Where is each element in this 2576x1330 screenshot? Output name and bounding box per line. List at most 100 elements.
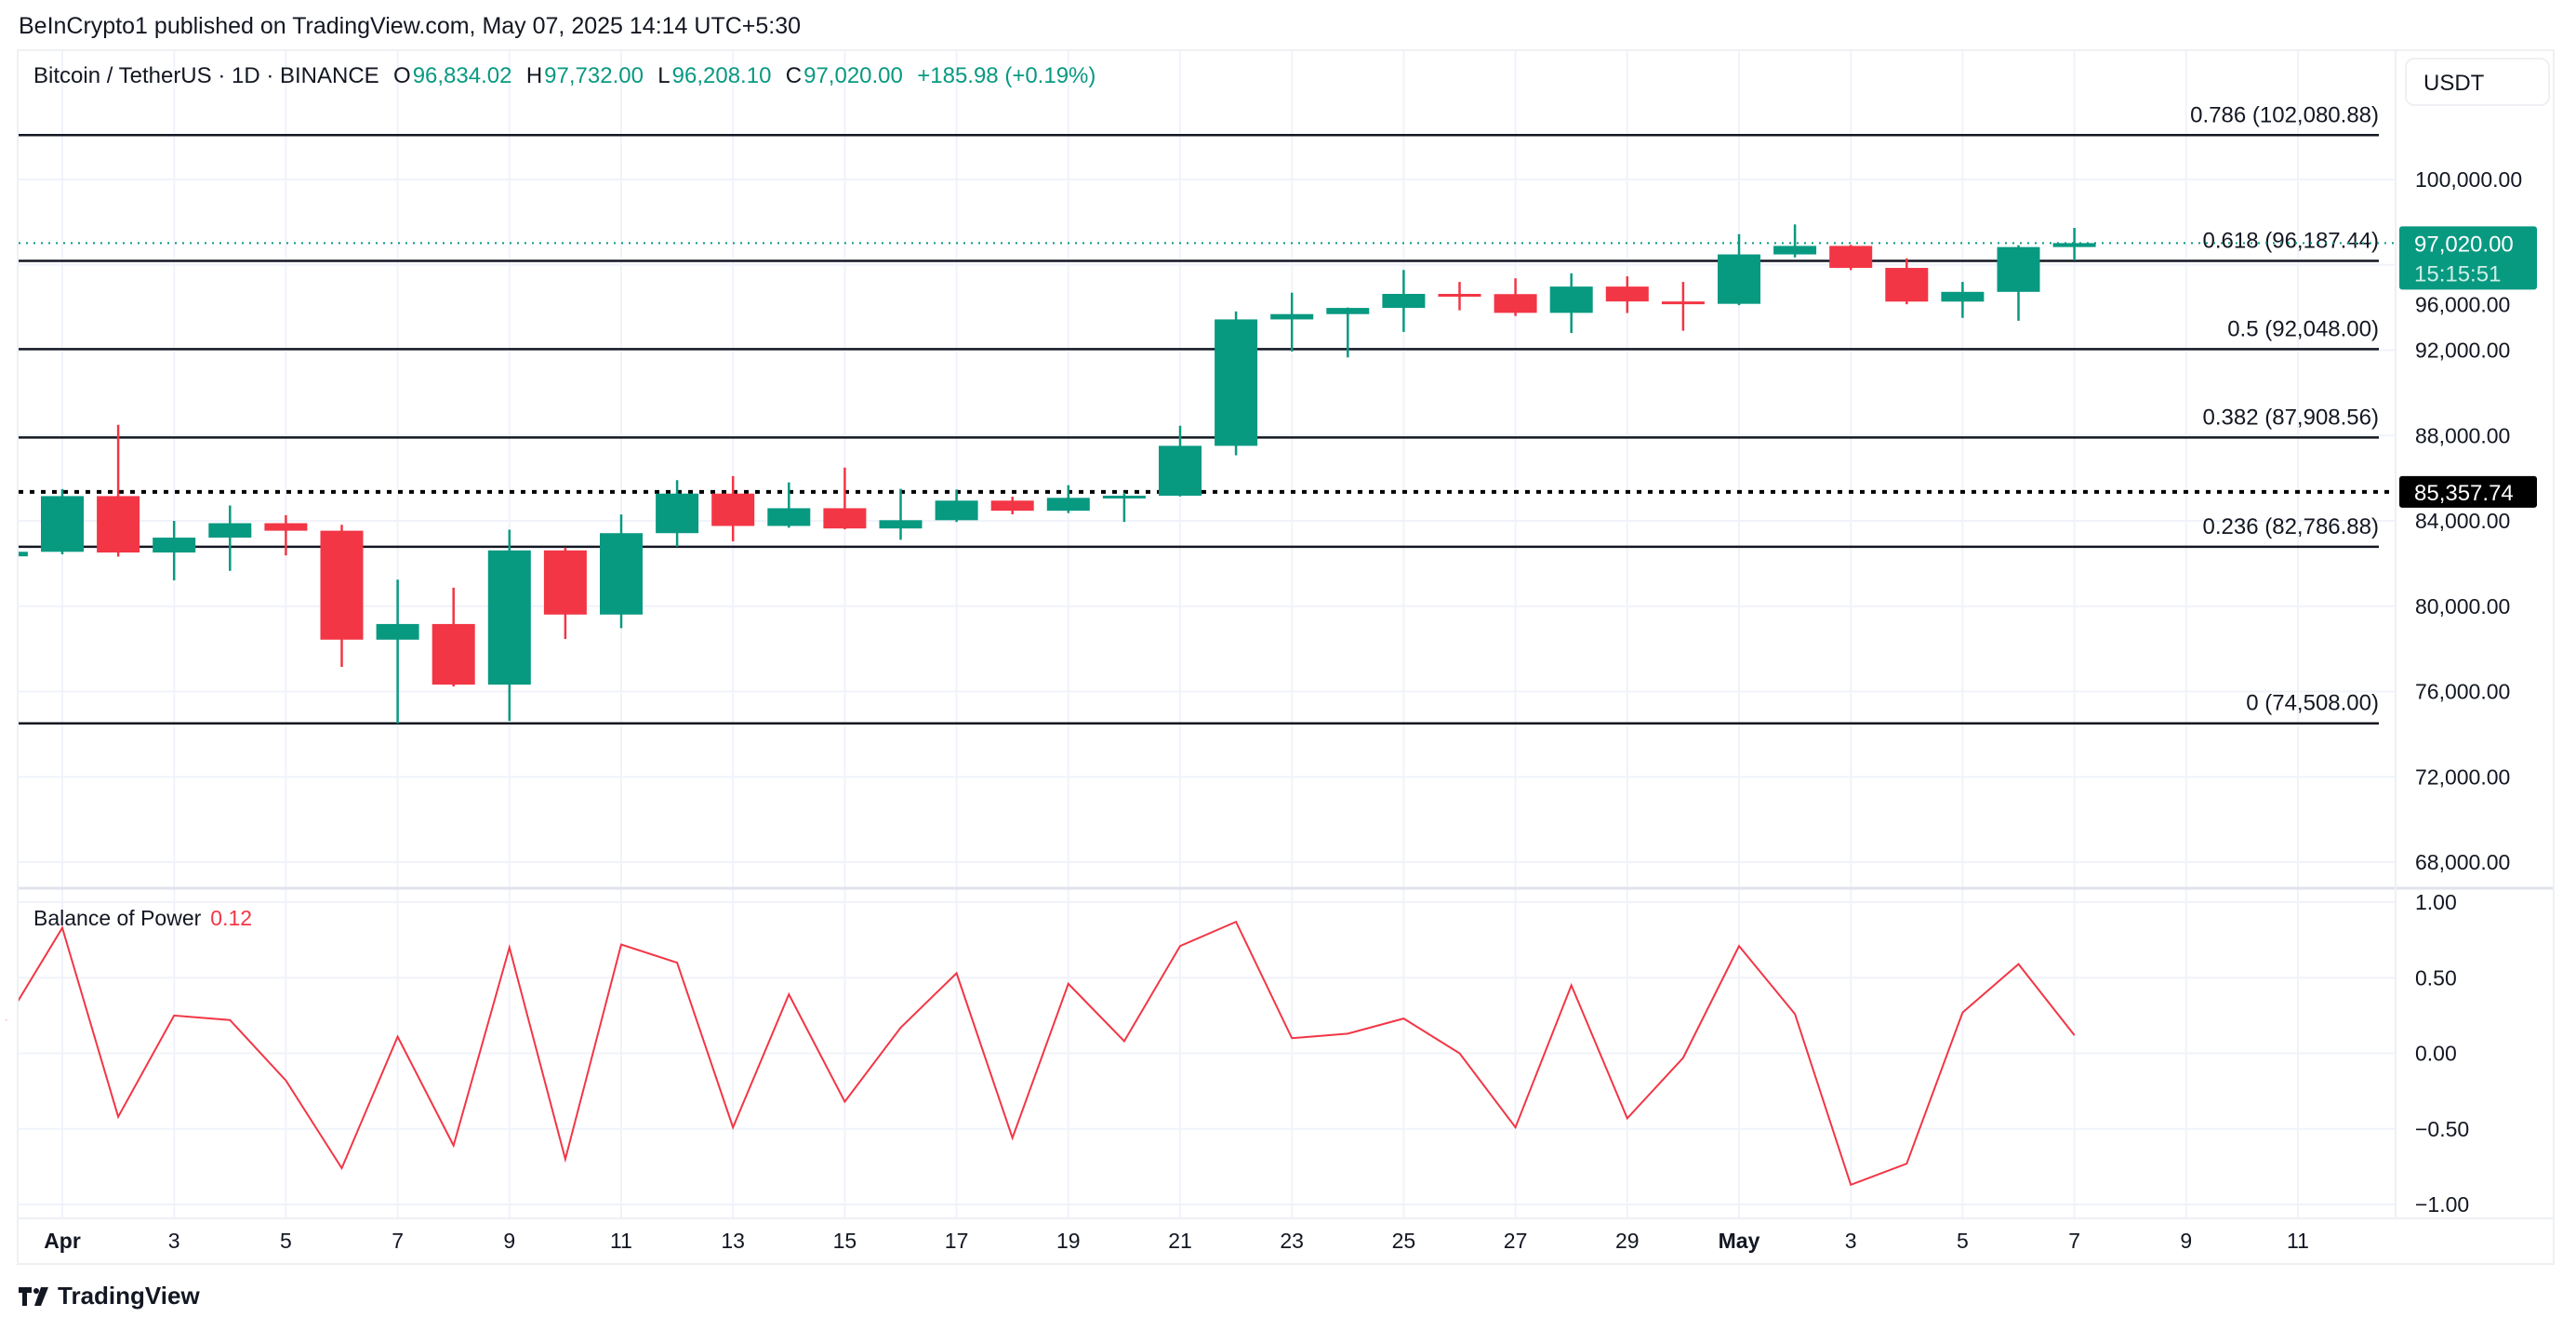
bop-point: [1794, 1013, 1796, 1015]
time-axis-label: 11: [2287, 1229, 2309, 1253]
bop-point: [285, 1080, 286, 1082]
bop-point: [397, 1036, 399, 1038]
price-axis-label: 80,000.00: [2415, 594, 2510, 618]
candle-body[interactable]: [990, 500, 1034, 512]
bop-axis-label: −1.00: [2415, 1192, 2469, 1217]
bop-point: [620, 944, 622, 945]
candle-body[interactable]: [1885, 268, 1929, 302]
candle-body[interactable]: [1382, 293, 1426, 309]
price-axis-label: 68,000.00: [2415, 850, 2510, 874]
candle-body[interactable]: [1829, 246, 1873, 269]
time-axis-label: 7: [392, 1229, 404, 1253]
bop-point: [1012, 1137, 1014, 1138]
time-axis-label: 5: [280, 1229, 292, 1253]
candle-body[interactable]: [767, 508, 811, 526]
candle-body[interactable]: [1997, 246, 2040, 292]
candle-body[interactable]: [1102, 495, 1146, 499]
candle-body[interactable]: [264, 523, 308, 531]
bop-point: [1123, 1041, 1125, 1042]
fib-level-label: 0 (74,508.00): [2246, 691, 2379, 716]
publish-info: BeInCrypto1 published on TradingView.com…: [19, 13, 802, 39]
price-axis-label: 72,000.00: [2415, 765, 2510, 789]
bop-point: [1961, 1012, 1963, 1014]
bop-axis-label: 0.00: [2415, 1042, 2457, 1066]
candle-body[interactable]: [1549, 286, 1593, 313]
marked-level-badge: [2399, 475, 2537, 508]
candle-body[interactable]: [320, 530, 364, 640]
bop-line[interactable]: [7, 920, 2076, 1187]
fib-level-label: 0.236 (82,786.88): [2203, 514, 2379, 539]
candle-body[interactable]: [1605, 286, 1649, 302]
bop-point: [117, 1116, 119, 1118]
bop-point: [956, 972, 958, 974]
candle-body[interactable]: [97, 496, 140, 553]
open-label: O: [393, 63, 411, 88]
time-axis-label: 5: [1957, 1229, 1969, 1253]
marked-level-label: 85,357.74: [2414, 481, 2514, 506]
candle-body[interactable]: [656, 493, 699, 534]
candle-body[interactable]: [1326, 308, 1370, 314]
time-axis-label: 7: [2068, 1229, 2080, 1253]
candle-body[interactable]: [1215, 319, 1258, 446]
candle-body[interactable]: [711, 493, 755, 526]
close-label: C: [785, 63, 803, 88]
time-axis-label: 3: [1845, 1229, 1857, 1253]
bop-point: [1291, 1037, 1293, 1039]
candle-body[interactable]: [153, 538, 196, 553]
candle-body[interactable]: [1941, 291, 1985, 302]
time-axis-label: 19: [1056, 1229, 1081, 1253]
low-label: L: [657, 63, 671, 88]
candle-body[interactable]: [1438, 293, 1481, 297]
candle-body[interactable]: [1494, 294, 1537, 313]
candle-body[interactable]: [1773, 246, 1817, 255]
last-price-badge: [2399, 226, 2537, 290]
candle-body[interactable]: [0, 552, 28, 557]
time-axis-label: Apr: [44, 1229, 81, 1253]
candle-body[interactable]: [2052, 243, 2096, 247]
bop-point: [1068, 983, 1069, 985]
bop-point: [676, 962, 678, 964]
candle-body[interactable]: [1661, 301, 1705, 305]
candle-body[interactable]: [600, 533, 643, 615]
bar-countdown: 15:15:51: [2414, 261, 2501, 286]
time-axis-label: 27: [1504, 1229, 1528, 1253]
bop-point: [229, 1019, 231, 1021]
candle-body[interactable]: [487, 550, 531, 685]
bop-point: [61, 927, 63, 929]
brand-name: TradingView: [58, 1282, 200, 1310]
candle-body[interactable]: [41, 496, 84, 552]
candle-body[interactable]: [432, 623, 475, 685]
fib-level-label: 0.382 (87,908.56): [2203, 405, 2379, 430]
time-axis-label: 13: [721, 1229, 745, 1253]
candle-body[interactable]: [543, 550, 587, 615]
candle-body[interactable]: [823, 508, 867, 529]
currency-button[interactable]: USDT: [2405, 58, 2550, 106]
candle-body[interactable]: [1270, 313, 1314, 320]
high-value: 97,732.00: [544, 63, 644, 88]
candle-body[interactable]: [1046, 498, 1090, 512]
bop-point: [509, 947, 511, 949]
candle-body[interactable]: [879, 520, 923, 529]
candle-body[interactable]: [1718, 254, 1760, 304]
time-axis-label: 23: [1280, 1229, 1304, 1253]
tradingview-logo[interactable]: TradingView: [19, 1282, 200, 1310]
fib-level-label: 0.618 (96,187.44): [2203, 228, 2379, 253]
candle-body[interactable]: [208, 523, 252, 539]
candle-body[interactable]: [935, 500, 978, 521]
last-price-label: 97,020.00: [2414, 232, 2514, 257]
price-axis-label: 100,000.00: [2415, 167, 2522, 192]
high-label: H: [525, 63, 543, 88]
bop-point: [1402, 1017, 1404, 1019]
bop-value: 0.12: [210, 906, 253, 930]
bop-point: [2074, 1034, 2076, 1036]
candle-body[interactable]: [1159, 446, 1202, 496]
price-axis-label: 96,000.00: [2415, 292, 2510, 316]
bop-legend[interactable]: Balance of Power 0.12: [33, 906, 252, 931]
bop-point: [1515, 1126, 1517, 1128]
candle-body[interactable]: [376, 623, 419, 640]
fib-level-label: 0.5 (92,048.00): [2227, 316, 2379, 341]
symbol-title[interactable]: Bitcoin / TetherUS · 1D · BINANCE: [33, 63, 379, 88]
time-axis-label: 17: [945, 1229, 969, 1253]
price-axis-label: 76,000.00: [2415, 680, 2510, 704]
